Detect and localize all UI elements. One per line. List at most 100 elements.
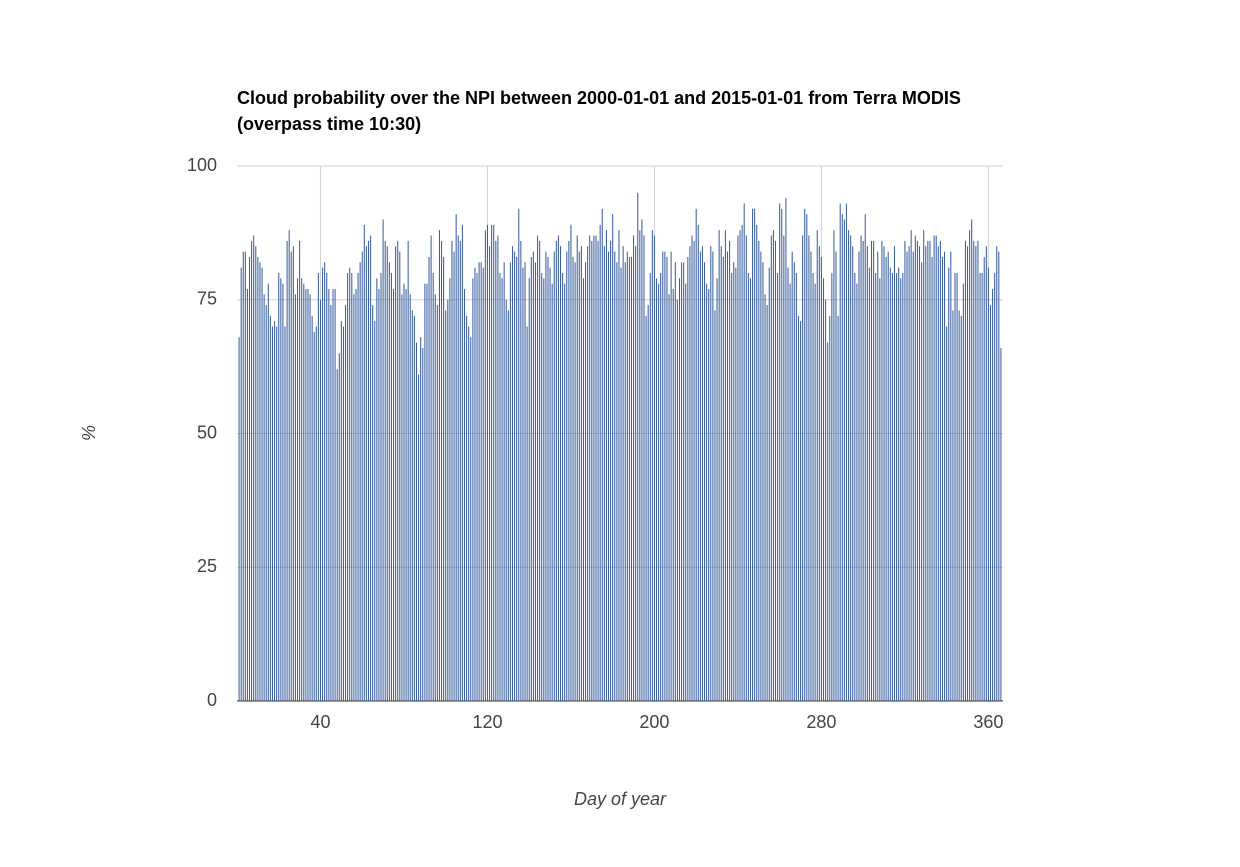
bar [658, 283, 660, 701]
bar [269, 315, 271, 701]
bar [493, 224, 495, 701]
bar [349, 267, 351, 701]
bar [808, 235, 810, 702]
bar [319, 299, 322, 701]
bar [486, 224, 488, 701]
bar [875, 273, 877, 701]
bar [676, 299, 678, 701]
bar [643, 235, 645, 702]
bar [837, 315, 839, 701]
y-tick-label: 0 [207, 690, 217, 710]
bar [691, 235, 693, 702]
bar [428, 256, 430, 701]
bar [593, 235, 595, 702]
bar [466, 315, 468, 701]
bar [605, 230, 607, 701]
bar [772, 230, 774, 701]
bar [833, 230, 835, 701]
bar [912, 251, 914, 701]
bar [393, 289, 395, 701]
bar [589, 235, 591, 702]
bar [518, 208, 520, 702]
bar [547, 256, 549, 701]
bar [770, 235, 772, 702]
bar [376, 278, 378, 701]
bar [434, 294, 436, 701]
bar [737, 235, 739, 702]
bar [336, 369, 338, 701]
bar [418, 374, 420, 701]
bar [541, 273, 543, 701]
bar [539, 240, 541, 701]
bar [294, 294, 296, 701]
bar [238, 337, 240, 701]
bar [868, 267, 870, 701]
bar [668, 294, 670, 701]
bar [726, 251, 729, 701]
bar [653, 235, 655, 702]
bar [340, 321, 342, 701]
bar [827, 342, 829, 701]
bar [923, 230, 925, 701]
bar [693, 240, 695, 701]
bar [303, 283, 305, 701]
bar [946, 326, 948, 701]
x-tick-label: 360 [973, 712, 1003, 732]
bar [797, 315, 799, 701]
bar [958, 310, 960, 701]
bar [639, 230, 641, 701]
bar [384, 240, 386, 701]
bar [914, 235, 916, 702]
bar [390, 273, 392, 701]
bar [987, 267, 989, 701]
bar [622, 246, 624, 701]
bar [578, 251, 580, 701]
bar [910, 230, 912, 701]
bar [597, 240, 599, 701]
bar [361, 251, 363, 701]
bar [555, 240, 557, 701]
bar [288, 230, 290, 701]
bar [263, 294, 265, 701]
bar [415, 342, 418, 701]
bar [251, 240, 253, 701]
bar [474, 267, 476, 701]
bar [468, 326, 470, 701]
bar [908, 246, 910, 701]
bar [551, 283, 553, 701]
bar [347, 273, 349, 701]
bar [714, 310, 716, 701]
bar [710, 246, 712, 701]
bar [430, 235, 432, 702]
bar [409, 294, 411, 701]
bar [582, 278, 584, 701]
bar [950, 251, 952, 701]
bar [835, 251, 837, 701]
bar [497, 235, 499, 702]
bar [451, 240, 453, 701]
bar [766, 305, 768, 701]
bar [280, 278, 282, 701]
bar [983, 256, 985, 701]
bar [307, 289, 309, 701]
bar [626, 251, 628, 701]
bar [860, 235, 862, 702]
bar [478, 262, 480, 701]
bar [783, 235, 785, 702]
bar [722, 256, 724, 701]
bar [810, 251, 812, 701]
bar [764, 294, 766, 701]
bar [931, 256, 933, 701]
bar [864, 214, 866, 701]
bar [793, 262, 795, 701]
bar [503, 262, 505, 701]
bar [921, 262, 923, 701]
bar [898, 267, 900, 701]
bar [637, 192, 639, 701]
bar [992, 289, 994, 701]
bar [633, 235, 635, 702]
bar [595, 235, 597, 702]
bar [812, 273, 814, 701]
bar [246, 289, 248, 701]
bar [591, 240, 593, 701]
